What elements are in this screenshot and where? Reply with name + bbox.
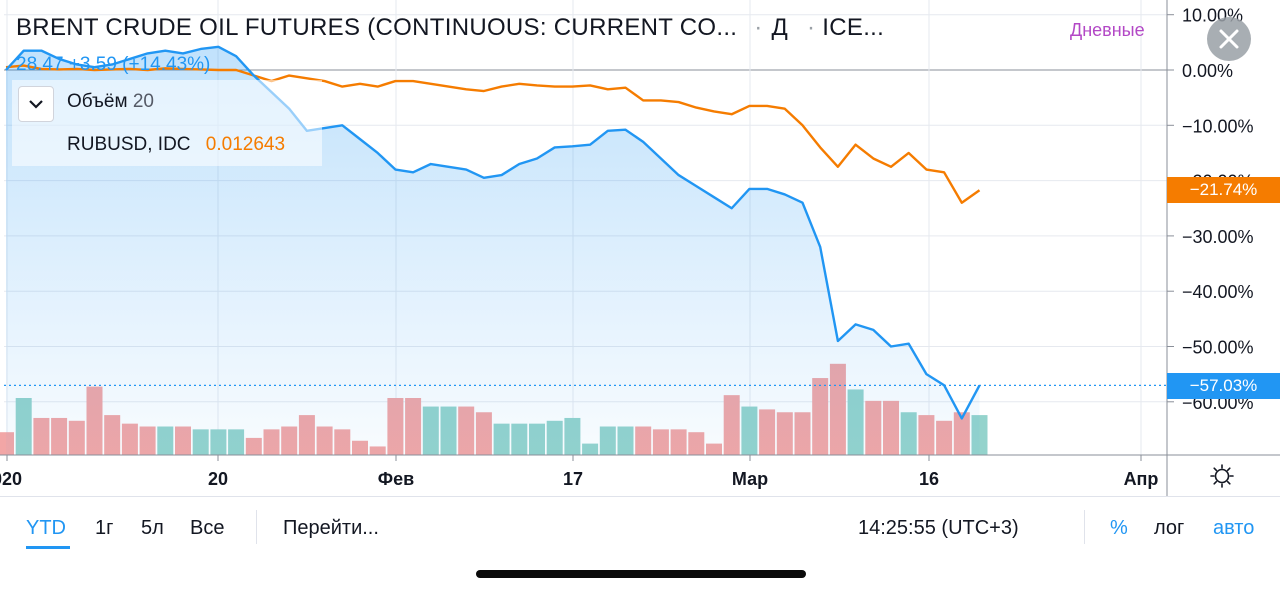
x-tick-label: 020 <box>0 469 22 489</box>
x-tick-label: Фев <box>378 469 414 489</box>
range-all-button[interactable]: Все <box>190 517 225 539</box>
bottom-toolbar <box>0 496 1280 557</box>
percent-scale-toggle[interactable]: % <box>1110 517 1128 539</box>
rubusd-last-value-badge: −21.74% <box>1167 177 1280 203</box>
close-icon <box>1219 29 1239 49</box>
brent-line <box>5 45 981 420</box>
y-tick-label: −40.00% <box>1182 282 1254 302</box>
volume-study-name: Объём <box>67 91 128 112</box>
gear-icon[interactable] <box>1209 463 1235 489</box>
brent-price-legend: 28.47 +3.59 (+14.43%) <box>16 54 211 75</box>
volume-study-length: 20 <box>132 91 154 112</box>
legend-panel <box>12 80 322 166</box>
rubusd-legend[interactable]: RUBUSD, IDC 0.012643 <box>67 134 285 156</box>
y-tick-label: −10.00% <box>1182 116 1254 136</box>
active-range-underline <box>26 546 70 549</box>
auto-scale-toggle[interactable]: авто <box>1213 517 1255 539</box>
x-tick-label: 16 <box>919 469 939 489</box>
legend-toggle-button[interactable] <box>18 86 54 122</box>
interval-dot: · <box>754 14 763 41</box>
toolbar-divider <box>1084 510 1085 544</box>
volume-study-label[interactable]: Объём 20 <box>67 91 154 113</box>
symbol-title: BRENT CRUDE OIL FUTURES (CONTINUOUS: CUR… <box>16 14 738 41</box>
range-5y-button[interactable]: 5л <box>141 517 164 539</box>
y-tick-label: 0.00% <box>1182 61 1233 81</box>
exchange-name: ICE... <box>822 14 885 41</box>
exchange-dot: · <box>807 14 816 41</box>
y-tick-label: −50.00% <box>1182 338 1254 358</box>
x-tick-label: 20 <box>208 469 228 489</box>
home-indicator <box>476 570 806 578</box>
range-ytd-button[interactable]: YTD <box>26 517 66 539</box>
range-1y-button[interactable]: 1г <box>95 517 114 539</box>
close-button[interactable] <box>1207 17 1251 61</box>
chart-axes <box>0 0 1280 496</box>
rubusd-line <box>5 64 981 204</box>
x-tick-label: Апр <box>1124 469 1159 489</box>
brent-last-value-badge: −57.03% <box>1167 373 1280 399</box>
interval-label[interactable]: Дневные <box>1070 20 1145 40</box>
x-tick-label: 17 <box>563 469 583 489</box>
toolbar-divider <box>256 510 257 544</box>
clock-timezone[interactable]: 14:25:55 (UTC+3) <box>858 517 1019 539</box>
x-tick-label: Мар <box>732 469 768 489</box>
series-lines <box>4 45 1167 420</box>
exchange-label: · ICE... <box>807 14 884 41</box>
rubusd-symbol: RUBUSD, IDC <box>67 134 191 155</box>
goto-date-button[interactable]: Перейти... <box>283 517 379 539</box>
log-scale-toggle[interactable]: лог <box>1154 517 1185 539</box>
interval-code: Д <box>771 14 789 41</box>
chevron-down-icon <box>29 100 43 109</box>
rubusd-value: 0.012643 <box>205 134 286 155</box>
chart-title: BRENT CRUDE OIL FUTURES (CONTINUOUS: CUR… <box>16 14 884 42</box>
y-tick-label: −30.00% <box>1182 227 1254 247</box>
